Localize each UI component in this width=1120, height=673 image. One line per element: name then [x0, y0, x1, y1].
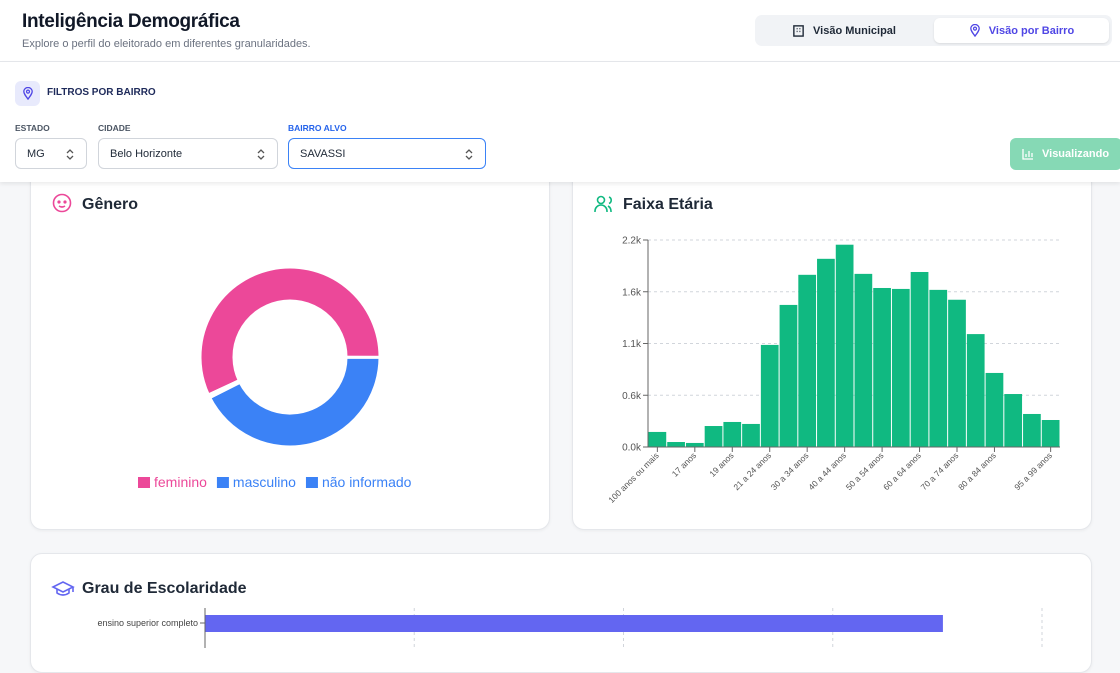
legend-label: feminino	[154, 474, 207, 490]
donut-slice	[198, 265, 382, 398]
bar	[966, 334, 985, 447]
x-tick-label: 70 a 74 anos	[919, 450, 961, 492]
filter-icon	[15, 81, 40, 106]
bar	[948, 299, 966, 447]
donut-slice	[207, 355, 382, 449]
header: Inteligência Demográfica Explore o perfi…	[0, 0, 1120, 62]
bar	[854, 273, 873, 447]
select[interactable]: SAVASSI	[288, 138, 486, 169]
bar	[667, 442, 685, 447]
bar	[760, 344, 779, 447]
gender-icon	[52, 193, 72, 213]
legend-swatch	[305, 477, 318, 488]
bar	[205, 615, 943, 632]
page-title: Inteligência Demográfica	[22, 11, 240, 32]
legend-label: masculino	[233, 474, 296, 490]
x-tick-label: 80 a 84 anos	[956, 450, 998, 492]
legend-label: não informado	[322, 474, 412, 490]
select-value: SAVASSI	[300, 147, 346, 160]
chart-title: Faixa Etária	[623, 196, 713, 213]
field-label: BAIRRO ALVO	[288, 123, 347, 133]
bar	[685, 442, 704, 447]
bar	[910, 271, 929, 447]
x-tick-label: 60 a 64 anos	[881, 450, 923, 492]
bar	[779, 304, 798, 447]
donut-slice	[206, 378, 243, 400]
bar	[648, 431, 667, 447]
toggle-label: Visão Municipal	[813, 24, 896, 37]
bar	[1004, 394, 1023, 447]
x-tick-label: 40 a 44 anos	[806, 450, 848, 492]
select[interactable]: Belo Horizonte	[98, 138, 278, 169]
button-label: Visualizando	[1042, 148, 1110, 160]
charts: Gênero feminino masculino não informado Faix…	[51, 193, 1060, 648]
gender-card	[30, 160, 550, 530]
x-tick-label: 19 anos	[707, 450, 735, 478]
people-icon	[594, 195, 612, 212]
x-tick-label: 95 a 99 anos	[1012, 450, 1054, 492]
chart-title: Gênero	[82, 196, 138, 213]
y-tick-label: 0.6k	[622, 391, 642, 402]
legend-swatch	[138, 477, 150, 488]
y-tick-label: 2.2k	[622, 236, 642, 247]
bar	[835, 244, 854, 447]
legend-swatch	[216, 477, 229, 488]
toggle-label: Visão por Bairro	[988, 24, 1075, 37]
x-tick-label: 30 a 34 anos	[769, 450, 811, 492]
x-tick-label: 17 anos	[670, 450, 698, 478]
select-value: Belo Horizonte	[110, 147, 183, 160]
toggle-option[interactable]: Visão Municipal	[758, 18, 930, 43]
x-tick-label: 21 a 24 anos	[731, 450, 773, 492]
x-tick-label: 50 a 54 anos	[844, 450, 886, 492]
y-tick-label: ensino superior completo	[97, 618, 198, 628]
filter-bar: FILTROS POR BAIRRO ESTADO CIDADE BAIRRO …	[0, 62, 1120, 182]
bar	[891, 288, 910, 447]
field-label: CIDADE	[98, 123, 131, 133]
bar	[723, 421, 742, 447]
y-tick-label: 0.0k	[622, 443, 642, 454]
bar	[817, 258, 835, 447]
bar	[1023, 413, 1041, 447]
bar	[798, 274, 817, 447]
select-value: MG	[27, 147, 45, 160]
toggle-option-active[interactable]: Visão por Bairro	[934, 18, 1109, 43]
chart-title: Grau de Escolaridade	[82, 580, 247, 597]
select[interactable]: MG	[15, 138, 87, 169]
bar	[873, 287, 891, 447]
page-subtitle: Explore o perfil do eleitorado em difere…	[22, 38, 311, 50]
y-tick-label: 1.6k	[622, 287, 642, 298]
bar	[704, 426, 723, 447]
view-toggle: Visão Municipal Visão por Bairro	[755, 15, 1112, 46]
filter-title: FILTROS POR BAIRRO	[47, 87, 156, 98]
bar	[742, 423, 760, 447]
field-label: ESTADO	[15, 123, 50, 133]
graduation-icon	[51, 581, 75, 596]
bar	[929, 289, 948, 447]
bar	[1041, 419, 1060, 447]
x-tick-label: 100 anos ou mais	[606, 450, 661, 505]
bar	[985, 372, 1004, 447]
visualize-button[interactable]: Visualizando	[1010, 138, 1120, 170]
pin-icon	[969, 24, 980, 37]
y-tick-label: 1.1k	[622, 339, 642, 350]
building-icon	[793, 25, 804, 37]
